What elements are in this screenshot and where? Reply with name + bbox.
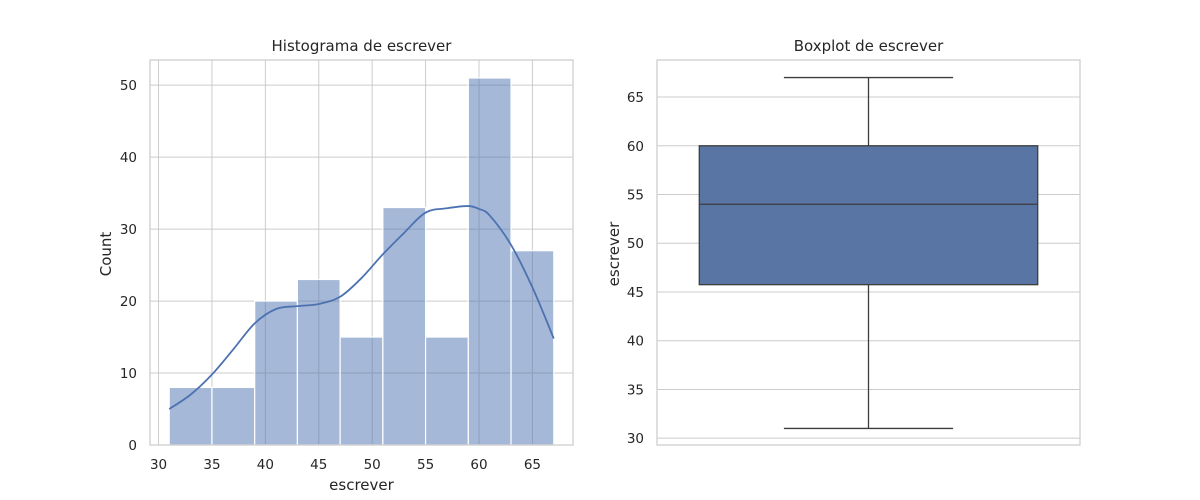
- histogram-bar: [339, 336, 384, 446]
- histogram-x-tick-label: 30: [150, 457, 167, 473]
- boxplot-y-tick-label: 60: [627, 139, 644, 155]
- histogram-axes-frame: [149, 59, 574, 446]
- histogram-y-tick-label: 50: [120, 78, 137, 94]
- histogram-bar: [510, 250, 555, 446]
- histogram-bar: [168, 386, 213, 446]
- boxplot-marks: [698, 76, 1039, 430]
- histogram-bars: [168, 77, 555, 446]
- histogram-x-tick-label: 40: [257, 457, 274, 473]
- histogram-bar: [254, 300, 299, 446]
- boxplot-y-tick-label: 35: [627, 382, 644, 398]
- histogram-x-tick-label: 60: [470, 457, 487, 473]
- histogram-y-tick-label: 20: [120, 294, 137, 310]
- boxplot-y-tick-label: 45: [627, 285, 644, 301]
- boxplot-title: Boxplot de escrever: [794, 37, 944, 55]
- histogram-y-tick-label: 10: [120, 366, 137, 382]
- histogram-y-tick-label: 40: [120, 150, 137, 166]
- histogram-y-axis-label: Count: [97, 232, 115, 277]
- histogram-title: Histograma de escrever: [272, 37, 453, 55]
- boxplot-y-tick-label: 50: [627, 236, 644, 252]
- histogram-x-tick-labels: 30 35 40 45 50 55 60 65: [150, 457, 541, 473]
- boxplot-y-tick-label: 40: [627, 334, 644, 350]
- boxplot-box: [698, 145, 1039, 286]
- histogram-panel: 30 35 40 45 50 55 60 65 0 10 20 30 40 50 Histograma …: [97, 37, 574, 494]
- histogram-bar: [467, 77, 512, 446]
- boxplot-y-tick-label: 30: [627, 431, 644, 447]
- boxplot-axes-frame: [656, 59, 1081, 446]
- boxplot-y-tick-label: 55: [627, 188, 644, 204]
- histogram-bar: [424, 336, 469, 446]
- boxplot-panel: 30 35 40 45 50 55 60 65 Boxplot de escrever esc…: [605, 37, 1081, 447]
- histogram-bar: [211, 386, 256, 446]
- boxplot-y-axis-label: escrever: [605, 221, 623, 286]
- histogram-bar: [382, 206, 427, 446]
- histogram-x-tick-label: 35: [203, 457, 220, 473]
- histogram-x-tick-label: 65: [524, 457, 541, 473]
- histogram-x-tick-label: 50: [364, 457, 381, 473]
- histogram-y-tick-label: 0: [128, 438, 137, 454]
- histogram-x-axis-label: escrever: [329, 476, 394, 494]
- histogram-y-tick-label: 30: [120, 222, 137, 238]
- boxplot-y-tick-label: 65: [627, 90, 644, 106]
- histogram-x-tick-label: 45: [310, 457, 327, 473]
- histogram-x-tick-label: 55: [417, 457, 434, 473]
- boxplot-y-tick-labels: 30 35 40 45 50 55 60 65: [627, 90, 644, 447]
- histogram-y-tick-labels: 0 10 20 30 40 50: [120, 78, 137, 454]
- kde-curve: [168, 205, 555, 410]
